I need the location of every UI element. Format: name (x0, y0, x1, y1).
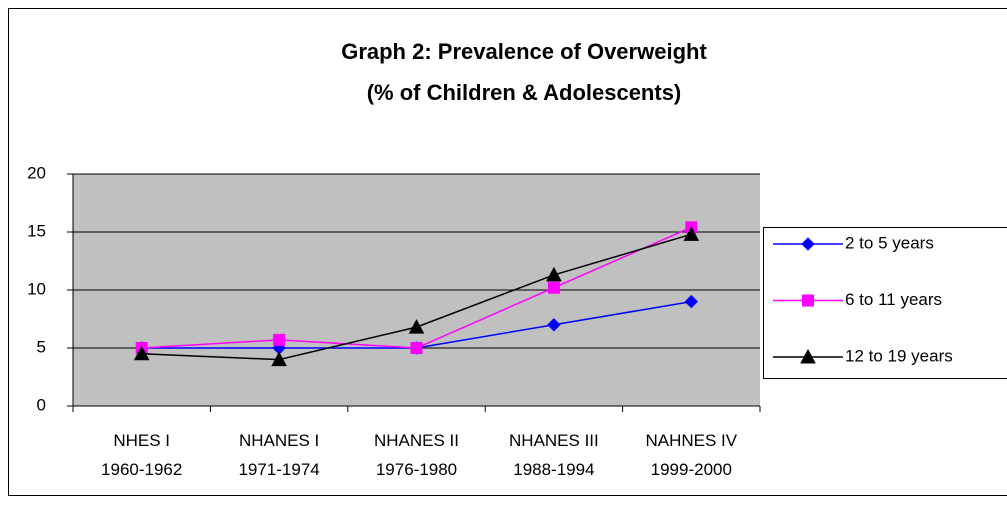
x-tick-label: NHANES I 1971-1974 (238, 431, 319, 479)
marker (273, 333, 286, 346)
chart-title: Graph 2: Prevalence of Overweight (341, 39, 707, 64)
x-tick-label: NAHNES IV 1999-2000 (645, 431, 737, 479)
marker (410, 342, 423, 354)
marker (547, 318, 561, 332)
chart-title: (% of Children & Adolescents) (367, 80, 682, 105)
marker (801, 237, 815, 251)
marker (133, 345, 150, 361)
marker (547, 281, 560, 294)
marker (546, 266, 562, 282)
legend-label: 12 to 19 years (845, 346, 953, 365)
x-tick-label: NHANES III 1988-1994 (509, 431, 599, 479)
marker (800, 348, 816, 364)
marker (802, 294, 814, 307)
x-tick-label: NHANES II 1976-1980 (374, 431, 459, 479)
legend-label: 6 to 11 years (845, 290, 942, 309)
y-tick-label: 10 (27, 279, 46, 298)
y-tick-label: 15 (27, 221, 46, 240)
x-tick-label: NHES I 1960-1962 (101, 431, 182, 479)
marker (408, 319, 425, 334)
marker (271, 351, 287, 367)
legend-label: 2 to 5 years (845, 233, 934, 252)
marker (684, 294, 699, 309)
marker (683, 226, 700, 241)
y-tick-label: 0 (37, 395, 46, 414)
y-tick-label: 5 (37, 337, 46, 356)
y-tick-label: 20 (27, 163, 46, 182)
